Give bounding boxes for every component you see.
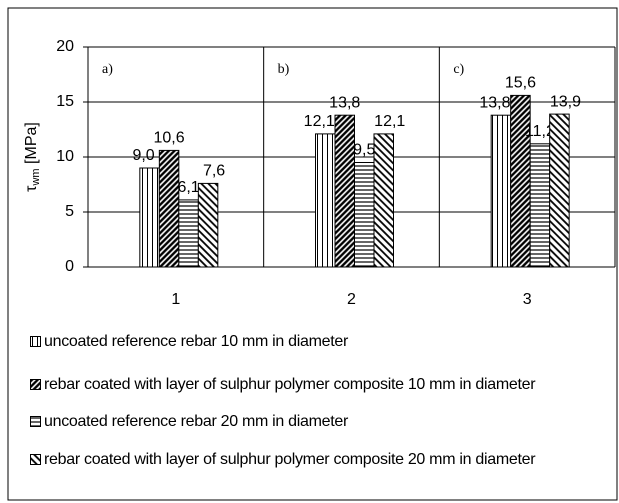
data-label: 7,6: [203, 163, 225, 180]
legend-label: uncoated reference rebar 20 mm in diamet…: [44, 413, 349, 430]
x-tick-label: 2: [347, 291, 356, 308]
bar: [529, 143, 551, 268]
bar: [354, 162, 375, 268]
data-label: 9,5: [353, 142, 375, 159]
legend-swatch-box: [30, 416, 41, 427]
data-label: 12,1: [374, 113, 405, 130]
data-label: 10,6: [154, 130, 185, 147]
bar: [510, 94, 531, 268]
legend-swatch: [30, 336, 41, 347]
legend-swatch-box: [30, 454, 41, 465]
data-label: 13,8: [329, 94, 360, 111]
bar: [373, 133, 394, 268]
data-label: 6,1: [177, 179, 199, 196]
bar: [334, 114, 355, 268]
bar: [197, 182, 219, 268]
y-tick-label: 5: [65, 203, 74, 220]
bar: [158, 149, 180, 268]
data-label: 9,0: [132, 147, 154, 164]
legend-entry: rebar coated with layer of sulphur polym…: [30, 451, 590, 469]
legend-label: uncoated reference rebar 10 mm in diamet…: [44, 333, 349, 350]
bar: [139, 167, 160, 268]
legend-swatch-box: [30, 336, 41, 347]
panel-label: b): [278, 62, 290, 77]
legend-entry: uncoated reference rebar 20 mm in diamet…: [30, 413, 590, 431]
bar: [315, 133, 336, 268]
legend-label: rebar coated with layer of sulphur polym…: [44, 451, 536, 468]
x-tick-label: 1: [171, 291, 180, 308]
y-tick-label: 10: [56, 148, 74, 165]
chart-frame: [7, 7, 618, 501]
y-tick-label: 20: [56, 38, 74, 55]
legend-swatch: [30, 416, 41, 427]
data-label: 13,8: [479, 94, 510, 111]
data-label: 11,2: [525, 123, 555, 140]
legend-swatch-box: [30, 379, 41, 390]
bar: [490, 114, 512, 268]
data-label: 12,1: [304, 113, 335, 130]
legend-label: rebar coated with layer of sulphur polym…: [44, 376, 536, 393]
y-tick-label: 15: [56, 93, 74, 110]
y-tick-label: 0: [65, 258, 74, 275]
data-label: 13,9: [550, 93, 581, 110]
panel-label: c): [453, 62, 464, 77]
legend-swatch: [30, 454, 41, 465]
legend-entry: rebar coated with layer of sulphur polym…: [30, 376, 590, 394]
panel-label: a): [102, 62, 113, 77]
data-label: 15,6: [505, 75, 536, 92]
bar: [549, 113, 570, 268]
x-tick-label: 3: [523, 291, 532, 308]
bar: [178, 199, 199, 268]
legend-swatch: [30, 379, 41, 390]
legend-entry: uncoated reference rebar 10 mm in diamet…: [30, 333, 590, 351]
y-axis-label: τwm [MPa]: [23, 122, 42, 192]
